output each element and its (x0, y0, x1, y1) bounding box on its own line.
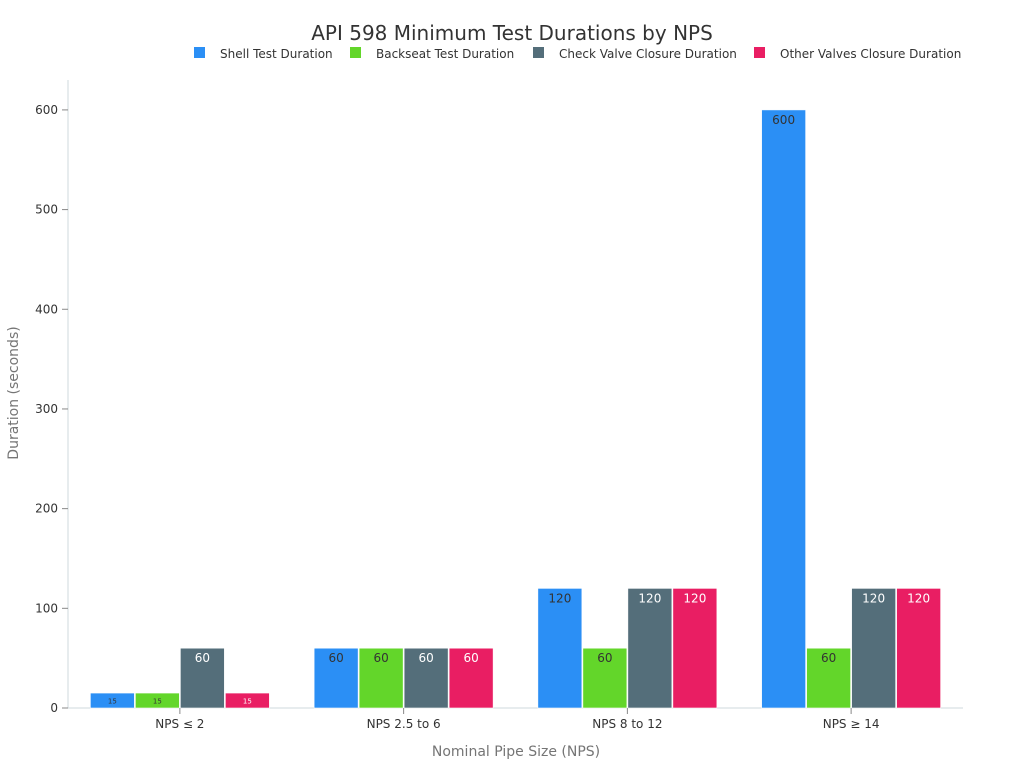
bar-value-label: 120 (548, 591, 571, 605)
legend-item[interactable]: Backseat Test Duration (350, 47, 514, 61)
legend-item[interactable]: Shell Test Duration (194, 47, 333, 61)
bar-value-label: 120 (638, 591, 661, 605)
bar-value-label: 15 (108, 698, 117, 706)
bar-value-label: 15 (153, 698, 162, 706)
bar-value-label: 60 (373, 651, 388, 665)
y-tick-label: 600 (35, 103, 58, 117)
bar-value-label: 60 (195, 651, 210, 665)
y-tick-label: 0 (50, 701, 58, 715)
x-axis-ticks: NPS ≤ 2 NPS 2.5 to 6 NPS 8 to 12 NPS ≥ 14 (155, 708, 880, 731)
y-tick-label: 100 (35, 601, 58, 615)
legend-swatch (194, 47, 205, 58)
bar-value-label: 600 (772, 113, 795, 127)
bar-value-label: 120 (907, 591, 930, 605)
bar-backseat-test-duration (358, 647, 404, 709)
bar-value-label: 60 (821, 651, 836, 665)
bar-value-label: 60 (597, 651, 612, 665)
bar-shell-test-duration (537, 588, 583, 709)
y-axis-ticks: 0 100 200 300 400 500 600 (35, 103, 68, 715)
x-tick-label: NPS ≤ 2 (155, 717, 204, 731)
chart-title: API 598 Minimum Test Durations by NPS (311, 21, 713, 45)
bar-value-label: 15 (243, 698, 252, 706)
bar-check-valve-closure-duration (627, 588, 673, 709)
legend-label: Other Valves Closure Duration (780, 47, 961, 61)
legend-item[interactable]: Other Valves Closure Duration (754, 47, 961, 61)
legend-label: Backseat Test Duration (376, 47, 514, 61)
y-tick-label: 500 (35, 203, 58, 217)
bar-other-valves-closure-duration (672, 588, 718, 709)
legend-item[interactable]: Check Valve Closure Duration (533, 47, 737, 61)
y-tick-label: 200 (35, 502, 58, 516)
legend-swatch (754, 47, 765, 58)
bar-check-valve-closure-duration (851, 588, 896, 709)
bar-backseat-test-duration (806, 647, 851, 709)
bar-other-valves-closure-duration (225, 692, 270, 709)
bar-shell-test-duration (761, 109, 806, 709)
bar-value-label: 60 (463, 651, 478, 665)
y-axis-label: Duration (seconds) (6, 326, 22, 459)
x-tick-label: NPS ≥ 14 (823, 717, 880, 731)
bar-shell-test-duration (90, 692, 135, 709)
legend-label: Shell Test Duration (220, 47, 333, 61)
bars: 15 15 60 15 60 60 60 60 120 60 120 120 600 60 120 120 (90, 109, 941, 709)
bar-value-label: 60 (328, 651, 343, 665)
x-tick-label: NPS 8 to 12 (592, 717, 662, 731)
x-axis-label: Nominal Pipe Size (NPS) (432, 744, 600, 760)
bar-backseat-test-duration (582, 647, 628, 709)
bar-value-label: 120 (862, 591, 885, 605)
bar-value-label: 120 (683, 591, 706, 605)
bar-other-valves-closure-duration (448, 647, 494, 709)
bar-check-valve-closure-duration (403, 647, 449, 709)
y-tick-label: 400 (35, 302, 58, 316)
bar-check-valve-closure-duration (180, 647, 225, 709)
bar-backseat-test-duration (135, 692, 180, 709)
y-tick-label: 300 (35, 402, 58, 416)
bar-value-label: 60 (418, 651, 433, 665)
legend: Shell Test Duration Backseat Test Duratio… (194, 47, 961, 61)
bar-other-valves-closure-duration (896, 588, 941, 709)
legend-swatch (350, 47, 361, 58)
x-tick-label: NPS 2.5 to 6 (367, 717, 441, 731)
legend-swatch (533, 47, 544, 58)
legend-label: Check Valve Closure Duration (559, 47, 737, 61)
bar-shell-test-duration (313, 647, 359, 709)
